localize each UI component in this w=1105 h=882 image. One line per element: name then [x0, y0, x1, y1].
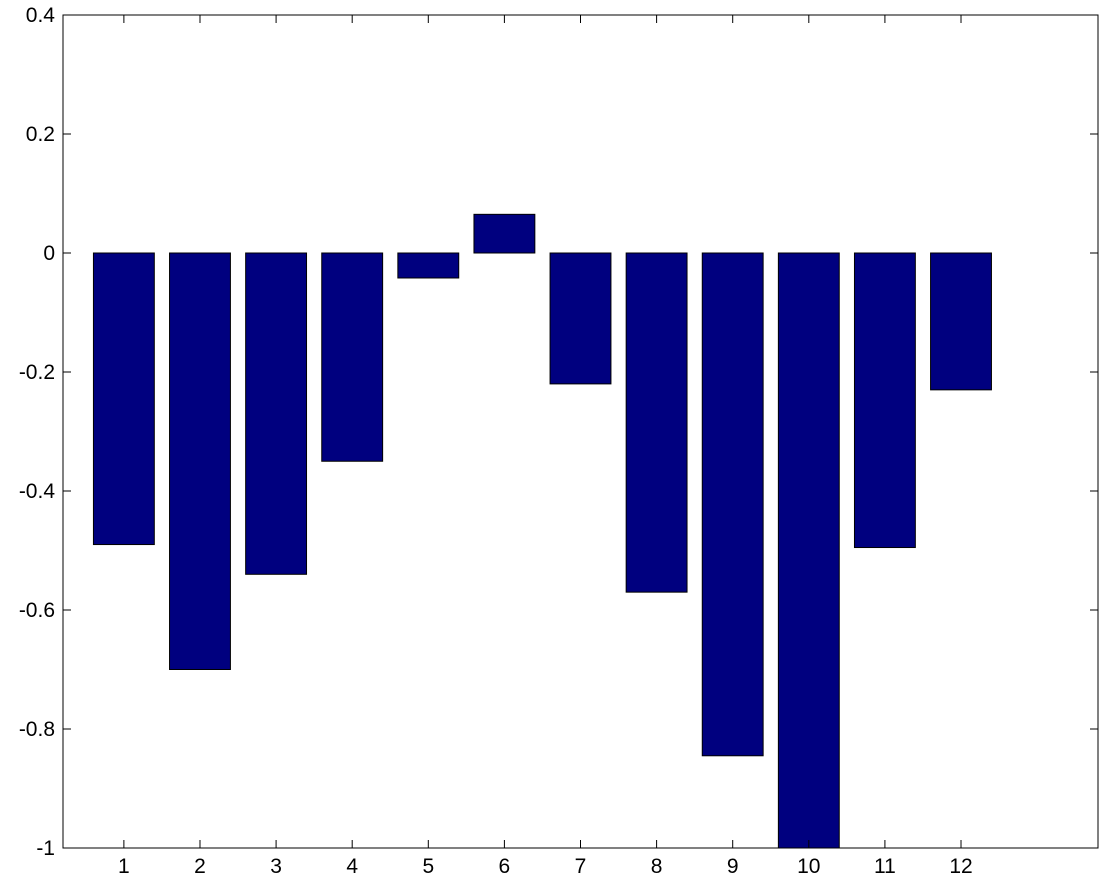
- bar-12: [930, 252, 992, 391]
- x-tick-labels: 1 2 3 4 5 6 7 8 9 10 11 12: [118, 855, 973, 878]
- bar-7: [549, 252, 612, 385]
- x-tick-label: 9: [727, 855, 739, 878]
- bar-8: [625, 252, 688, 593]
- bar-10: [777, 252, 840, 849]
- y-tick-label: -0.4: [19, 480, 56, 503]
- bar-3: [245, 252, 308, 575]
- bar-6: [473, 213, 536, 254]
- bar-1: [92, 252, 155, 546]
- axes-box: [62, 14, 1099, 849]
- x-tick-label: 6: [499, 855, 511, 878]
- x-tick-label: 5: [422, 855, 434, 878]
- x-tick-label: 11: [874, 855, 896, 878]
- x-tick-label: 7: [575, 855, 587, 878]
- x-tick-label: 3: [270, 855, 282, 878]
- plot-area: [63, 15, 1098, 848]
- y-tick-label: 0.4: [26, 4, 56, 27]
- y-tick-label: -0.2: [19, 361, 55, 384]
- x-tick-label: 10: [797, 855, 820, 878]
- y-tick-labels: -1 -0.8 -0.6 -0.4 -0.2 0 0.2 0.4: [19, 4, 56, 860]
- y-tick-label: -0.6: [19, 599, 55, 622]
- y-tick-label: -0.8: [19, 718, 55, 741]
- x-tick-label: 4: [346, 855, 358, 878]
- bar-9: [701, 252, 764, 757]
- bars-group: [92, 213, 992, 849]
- x-tick-label: 2: [194, 855, 206, 878]
- x-tick-label: 1: [118, 855, 130, 878]
- y-tick-label: -1: [36, 837, 55, 860]
- bar-2: [169, 252, 231, 670]
- x-tick-label: 12: [949, 855, 972, 878]
- y-tick-label: 0: [43, 242, 55, 265]
- bar-4: [321, 252, 384, 462]
- bar-11: [853, 252, 916, 549]
- x-tick-label: 8: [651, 855, 663, 878]
- y-tick-label: 0.2: [26, 123, 55, 146]
- bar-5: [397, 252, 460, 279]
